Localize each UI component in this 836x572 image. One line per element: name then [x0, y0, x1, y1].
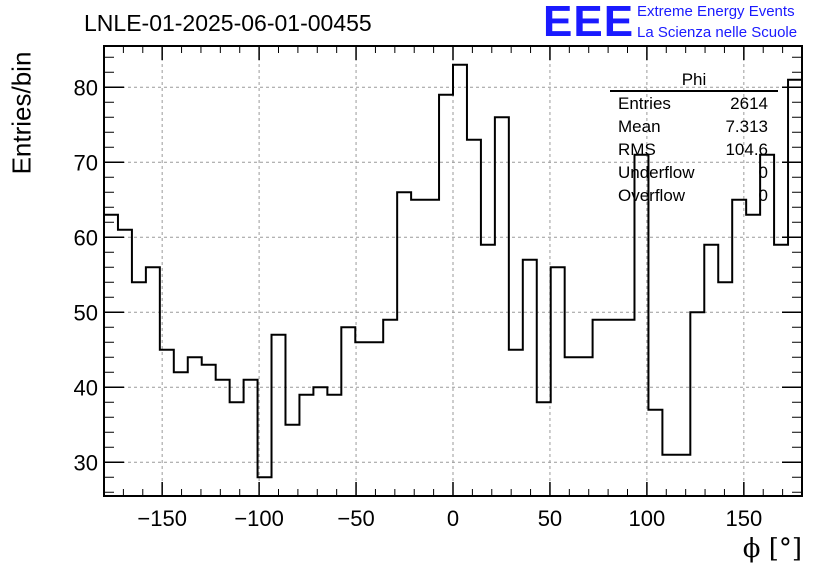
stats-value: 0 — [758, 163, 768, 182]
x-tick-label: −150 — [137, 506, 187, 531]
tick-labels-layer: −150 −100 −50 0 50 100 150 30 40 50 60 70 80 — [74, 75, 763, 531]
x-tick-label: 50 — [538, 506, 562, 531]
y-tick-label: 40 — [74, 375, 98, 400]
y-tick-label: 60 — [74, 225, 98, 250]
histogram-series-phi — [104, 63, 802, 479]
plot-frame — [103, 45, 803, 497]
y-tick-label: 30 — [74, 450, 98, 475]
stats-row-overflow: Overflow 0 — [610, 184, 778, 207]
stats-row-rms: RMS 104.6 — [610, 138, 778, 161]
logo-line-2: La Scienza nelle Scuole — [637, 24, 798, 41]
y-tick-label: 50 — [74, 300, 98, 325]
x-tick-label: −100 — [234, 506, 284, 531]
x-tick-label: 0 — [447, 506, 459, 531]
stats-value: 0 — [758, 186, 768, 205]
ticks-layer — [103, 46, 803, 496]
stats-row-underflow: Underflow 0 — [610, 161, 778, 184]
x-axis-label: ϕ [°] — [742, 534, 802, 564]
stats-key: Underflow — [618, 163, 695, 182]
stats-key: Mean — [618, 117, 661, 136]
stats-value: 2614 — [730, 94, 768, 113]
x-tick-label: 100 — [629, 506, 666, 531]
stats-name: Phi — [610, 70, 778, 92]
chart-title: LNLE-01-2025-06-01-00455 — [84, 10, 372, 36]
stats-row-entries: Entries 2614 — [610, 92, 778, 115]
stats-box: Phi Entries 2614 Mean 7.313 RMS 104.6 Under… — [610, 70, 778, 207]
x-tick-label: 150 — [725, 506, 762, 531]
x-tick-label: −50 — [337, 506, 374, 531]
stats-key: Entries — [618, 94, 671, 113]
logo-line-1: Extreme Energy Events — [637, 3, 795, 20]
eee-logo: EEE — [543, 0, 635, 46]
stats-value: 104.6 — [725, 140, 768, 159]
y-tick-label: 80 — [74, 75, 98, 100]
y-tick-label: 70 — [74, 150, 98, 175]
stats-value: 7.313 — [725, 117, 768, 136]
stats-key: RMS — [618, 140, 656, 159]
stats-row-mean: Mean 7.313 — [610, 115, 778, 138]
stats-key: Overflow — [618, 186, 686, 205]
